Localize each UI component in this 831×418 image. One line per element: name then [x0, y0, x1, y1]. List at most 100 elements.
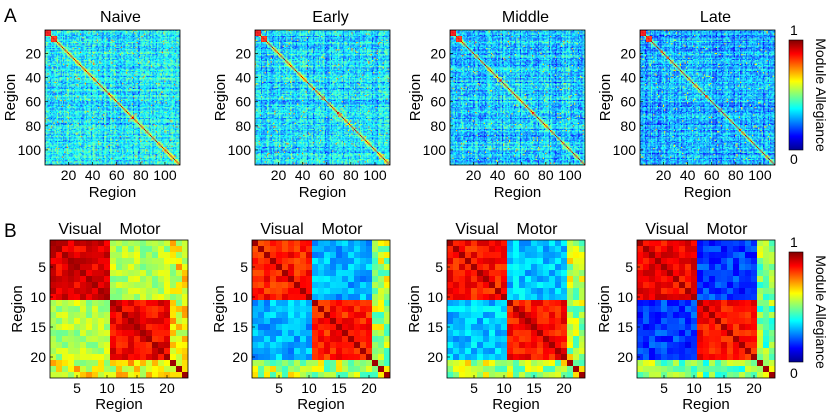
cell-a1-7-3	[47, 37, 48, 38]
cell-a1-3-93	[156, 32, 157, 33]
cell-a1-2-28	[78, 31, 79, 32]
cell-a1-5-75	[134, 35, 135, 36]
cell-a1-5-71	[129, 35, 130, 36]
cell-a1-4-72	[131, 34, 132, 35]
cell-a1-5-35	[86, 35, 87, 36]
cell-a1-4-73	[132, 34, 133, 35]
cell-a1-6-86	[147, 36, 148, 37]
cell-a1-6-12	[58, 36, 59, 37]
cell-a1-5-68	[126, 35, 127, 36]
cell-a1-4-71	[129, 34, 130, 35]
cell-a1-3-84	[145, 32, 146, 33]
cell-a1-3-58	[114, 32, 115, 33]
cell-a1-5-109	[175, 35, 176, 36]
cell-a1-5-99	[163, 35, 164, 36]
cell-a1-5-30	[80, 35, 81, 36]
cell-a1-7-49	[103, 37, 104, 38]
cell-a1-3-12	[58, 32, 59, 33]
cell-a1-7-99	[163, 37, 164, 38]
cell-a1-5-63	[120, 35, 121, 36]
cell-a1-5-94	[157, 35, 158, 36]
cell-a1-2-79	[139, 31, 140, 32]
cell-a1-2-5	[50, 31, 51, 32]
cell-a1-4-42	[94, 34, 95, 35]
cell-a1-5-39	[91, 35, 92, 36]
cell-a1-7-35	[86, 37, 87, 38]
cell-a1-8-12	[58, 38, 59, 39]
cell-a1-5-79	[139, 35, 140, 36]
cell-a1-4-50	[104, 34, 105, 35]
cell-a1-6-108	[174, 36, 175, 37]
cell-a1-7-97	[161, 37, 162, 38]
cell-a1-5-5	[50, 35, 51, 36]
cell-a1-8-16	[63, 38, 64, 39]
cell-a1-6-110	[176, 36, 177, 37]
cell-a1-4-40	[92, 34, 93, 35]
cell-a1-2-63	[120, 31, 121, 32]
cell-a1-3-75	[134, 32, 135, 33]
cell-a1-6-6	[51, 36, 52, 37]
cell-a1-7-87	[149, 37, 150, 38]
cell-a1-5-46	[99, 35, 100, 36]
cell-a1-7-98	[162, 37, 163, 38]
cell-a1-4-75	[134, 34, 135, 35]
cell-a1-5-64	[121, 35, 122, 36]
cell-a1-4-51	[105, 34, 106, 35]
cell-a1-3-89	[151, 32, 152, 33]
cell-a1-5-2	[46, 35, 47, 36]
cell-a1-6-84	[145, 36, 146, 37]
cell-a1-5-93	[156, 35, 157, 36]
cell-a1-4-53	[108, 34, 109, 35]
cell-a1-3-48	[102, 32, 103, 33]
cell-a1-6-49	[103, 36, 104, 37]
cell-a1-5-9	[55, 35, 56, 36]
cell-a1-6-9	[55, 36, 56, 37]
cell-a1-2-66	[123, 31, 124, 32]
cell-a1-7-51	[105, 37, 106, 38]
cell-a1-4-86	[147, 34, 148, 35]
cell-a1-3-13	[59, 32, 60, 33]
cell-a1-2-106	[172, 31, 173, 32]
cell-a1-6-16	[63, 36, 64, 37]
cell-a1-3-9	[55, 32, 56, 33]
cell-a1-5-42	[94, 35, 95, 36]
cell-a1-3-16	[63, 32, 64, 33]
cell-a1-2-75	[134, 31, 135, 32]
cell-a1-2-85	[146, 31, 147, 32]
cell-a1-7-50	[104, 37, 105, 38]
cell-a1-4-89	[151, 34, 152, 35]
cell-a1-3-81	[141, 32, 142, 33]
cell-a1-5-18	[65, 35, 66, 36]
cell-a1-5-53	[108, 35, 109, 36]
cell-a1-4-63	[120, 34, 121, 35]
cell-a1-2-30	[80, 31, 81, 32]
cell-a1-3-37	[88, 32, 89, 33]
cell-a1-6-105	[170, 36, 171, 37]
cell-a1-5-107	[173, 35, 174, 36]
cell-a1-6-73	[132, 36, 133, 37]
cell-a1-3-97	[161, 32, 162, 33]
cell-a1-2-27	[76, 31, 77, 32]
cell-a1-5-62	[119, 35, 120, 36]
cell-a1-3-21	[69, 32, 70, 33]
cell-a1-5-87	[149, 35, 150, 36]
cell-a1-2-76	[135, 31, 136, 32]
cell-a1-4-28	[78, 34, 79, 35]
cell-a1-2-84	[145, 31, 146, 32]
cell-a1-2-110	[176, 31, 177, 32]
cell-a1-5-96	[160, 35, 161, 36]
cell-a1-5-61	[117, 35, 118, 36]
cell-a1-4-87	[149, 34, 150, 35]
cell-a1-2-8	[53, 31, 54, 32]
cell-a1-4-109	[175, 34, 176, 35]
cell-a1-2-42	[94, 31, 95, 32]
cell-a1-6-62	[119, 36, 120, 37]
cell-a1-5-91	[153, 35, 154, 36]
cell-a1-4-22	[70, 34, 71, 35]
cell-a1-6-40	[92, 36, 93, 37]
cell-a1-4-49	[103, 34, 104, 35]
cell-a1-8-2	[46, 38, 47, 39]
cell-a1-6-20	[68, 36, 69, 37]
cell-a1-4-55	[110, 34, 111, 35]
cell-a1-4-48	[102, 34, 103, 35]
